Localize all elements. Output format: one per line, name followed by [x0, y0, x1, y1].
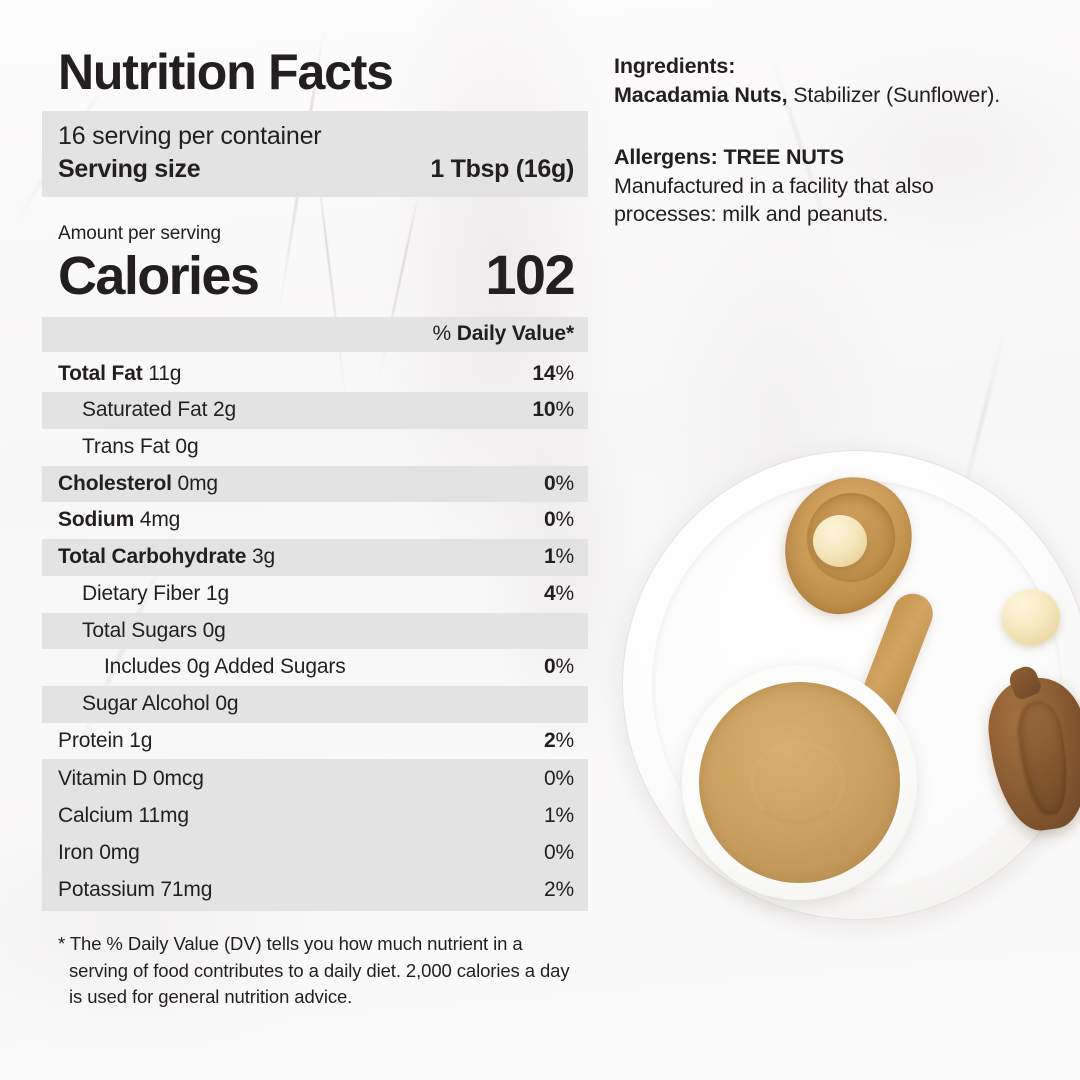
nutrient-row: Protein 1g 2%: [42, 723, 588, 760]
nutrient-row: Total Fat 11g 14%: [42, 356, 588, 393]
nutrient-name: Dietary Fiber 1g: [82, 581, 229, 605]
nutrient-row: Dietary Fiber 1g 4%: [42, 576, 588, 613]
vitamin-row: Potassium 71mg 2%: [42, 872, 588, 909]
shell-split: [1015, 699, 1074, 817]
vitamin-daily-value: 0%: [543, 840, 574, 864]
vitamin-name: Vitamin D 0mcg: [58, 767, 204, 791]
serving-size-label: Serving size: [58, 155, 201, 183]
allergens-heading: Allergens: TREE NUTS: [614, 145, 844, 170]
macadamia-nut-butter: [699, 682, 900, 883]
macadamia-nut-loose: [1002, 589, 1060, 645]
nutrient-rows: Total Fat 11g 14% Saturated Fat 2g 10% Trans…: [42, 356, 588, 760]
daily-value-percent-sign: %: [432, 321, 452, 345]
ingredient-rest: Stabilizer (Sunflower).: [787, 82, 1001, 107]
serving-info-band: 16 serving per container Serving size 1 …: [42, 111, 588, 197]
vitamin-daily-value: 2%: [543, 877, 574, 901]
ingredient-primary: Macadamia Nuts,: [614, 82, 788, 107]
product-photo: [600, 420, 1080, 1080]
nutrient-daily-value: 2%: [543, 728, 574, 752]
nutrient-name: Trans Fat 0g: [82, 434, 199, 458]
calories-value: 102: [485, 242, 575, 306]
nut-butter-bowl: [682, 665, 917, 900]
calories-row: Calories 102: [58, 242, 576, 317]
ingredients-heading: Ingredients:: [614, 54, 736, 78]
nutrient-row: Sodium 4mg 0%: [42, 502, 588, 539]
nutrient-row: Cholesterol 0mg 0%: [42, 465, 588, 503]
nutrient-name: Protein 1g: [58, 728, 153, 752]
vitamin-daily-value: 0%: [543, 767, 574, 791]
nutrient-daily-value: 10%: [532, 398, 574, 422]
nutrient-name: Includes 0g Added Sugars: [104, 655, 346, 679]
nutrient-daily-value: 0%: [543, 471, 574, 495]
nutrient-name: Total Fat 11g: [58, 361, 182, 385]
butter-swirl: [751, 742, 844, 823]
nutrient-row: Includes 0g Added Sugars 0%: [42, 649, 588, 686]
macadamia-nut-on-spoon: [813, 515, 867, 567]
serving-size-value: 1 Tbsp (16g): [430, 155, 574, 183]
nutrient-name: Saturated Fat 2g: [82, 398, 237, 422]
nutrient-daily-value: 1%: [543, 545, 574, 569]
nutrient-name: Sugar Alcohol 0g: [82, 691, 239, 715]
vitamin-row: Iron 0mg 0%: [42, 835, 588, 872]
vitamin-name: Calcium 11mg: [58, 804, 189, 828]
daily-value-header: % Daily Value*: [42, 316, 588, 352]
allergens-note: Manufactured in a facility that also pro…: [614, 173, 934, 227]
calories-block: Amount per serving Calories 102: [42, 197, 588, 317]
nutrient-row: Sugar Alcohol 0g: [42, 685, 588, 723]
nutrient-daily-value: 14%: [532, 361, 574, 385]
nutrient-name: Cholesterol 0mg: [58, 471, 218, 495]
nutrient-row: Trans Fat 0g: [42, 429, 588, 466]
vitamin-name: Potassium 71mg: [58, 877, 213, 901]
nutrient-name: Sodium 4mg: [58, 508, 181, 532]
nutrient-row: Saturated Fat 2g 10%: [42, 392, 588, 429]
nutrition-facts-title: Nutrition Facts: [58, 44, 394, 100]
ingredients-panel: Ingredients: Macadamia Nuts, Stabilizer …: [614, 52, 1034, 229]
nutrient-daily-value: 0%: [543, 655, 574, 679]
nutrient-name: Total Sugars 0g: [82, 618, 226, 642]
allergen-block: Allergens: TREE NUTS Manufactured in a f…: [614, 143, 1034, 229]
vitamin-daily-value: 1%: [543, 804, 574, 828]
nutrient-row: Total Sugars 0g: [42, 612, 588, 650]
vitamin-row: Vitamin D 0mcg 0%: [42, 761, 588, 798]
servings-per-container: 16 serving per container: [58, 122, 322, 150]
vitamin-row: Calcium 11mg 1%: [42, 798, 588, 835]
calories-label: Calories: [58, 245, 260, 306]
ingredients-list: Macadamia Nuts, Stabilizer (Sunflower).: [614, 81, 1034, 110]
nutrient-daily-value: 4%: [543, 581, 574, 605]
daily-value-header-text: Daily Value*: [456, 321, 574, 345]
amount-per-serving-label: Amount per serving: [58, 222, 221, 244]
nutrient-daily-value: 0%: [543, 508, 574, 532]
vitamins-minerals-block: Vitamin D 0mcg 0% Calcium 11mg 1% Iron 0mg 0%…: [42, 759, 588, 912]
serving-size-row: Serving size 1 Tbsp (16g): [58, 153, 574, 186]
nutrient-name: Total Carbohydrate 3g: [58, 545, 276, 569]
nutrient-row: Total Carbohydrate 3g 1%: [42, 539, 588, 576]
nutrition-facts-panel: Nutrition Facts 16 serving per container…: [42, 46, 588, 1010]
daily-value-footnote: * The % Daily Value (DV) tells you how m…: [58, 933, 570, 1007]
vitamin-name: Iron 0mg: [58, 840, 140, 864]
